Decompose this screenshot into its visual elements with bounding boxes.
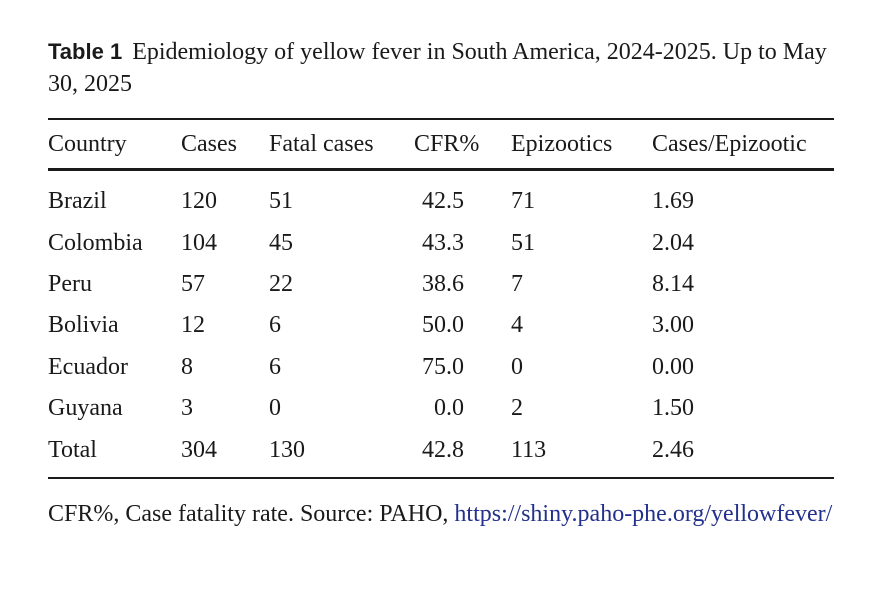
epidemiology-table: Country Cases Fatal cases CFR% Epizootic… (48, 120, 834, 168)
cell-cfr: 0.0 (434, 395, 464, 422)
column-header-country: Country (48, 130, 127, 157)
cell-cases-per-epizootic: 0.00 (652, 353, 694, 380)
cell-epizootics: 7 (511, 270, 523, 297)
column-header-fatal-cases: Fatal cases (269, 130, 374, 157)
table-label: Table 1 (48, 39, 123, 64)
bottom-rule (48, 476, 834, 479)
cell-cfr: 43.3 (422, 229, 464, 256)
cell-cases: 8 (181, 353, 193, 380)
cell-cases-per-epizootic: 2.46 (652, 436, 694, 463)
cell-country: Bolivia (48, 312, 119, 339)
table-row: Guyana 3 0 0.0 2 1.50 (48, 388, 834, 429)
cell-epizootics: 0 (511, 353, 523, 380)
column-header-cfr: CFR% (414, 130, 480, 157)
footnote-text: CFR%, Case fatality rate. Source: PAHO, (48, 500, 455, 527)
column-header-cases: Cases (181, 130, 237, 157)
cell-fatal-cases: 22 (269, 270, 293, 297)
table-row-total: Total 304 130 42.8 113 2.46 (48, 429, 834, 470)
table-row: Colombia 104 45 43.3 51 2.04 (48, 222, 834, 263)
cell-country: Colombia (48, 229, 143, 256)
cell-cfr: 75.0 (422, 353, 464, 380)
cell-cases: 57 (181, 270, 205, 297)
cell-cases-per-epizootic: 3.00 (652, 312, 694, 339)
table-caption-text: Epidemiology of yellow fever in South Am… (48, 39, 827, 97)
table-row: Brazil 120 51 42.5 71 1.69 (48, 181, 834, 222)
cell-fatal-cases: 51 (269, 188, 293, 215)
cell-cfr: 42.8 (422, 436, 464, 463)
cell-country: Guyana (48, 395, 123, 422)
cell-cases-per-epizootic: 2.04 (652, 229, 694, 256)
cell-cfr: 50.0 (422, 312, 464, 339)
table-row: Peru 57 22 38.6 7 8.14 (48, 264, 834, 305)
cell-country: Ecuador (48, 353, 128, 380)
cell-epizootics: 113 (511, 436, 547, 463)
top-rule (48, 118, 834, 120)
cell-cases-per-epizootic: 1.69 (652, 188, 694, 215)
cell-country: Peru (48, 270, 92, 297)
cell-epizootics: 4 (511, 312, 523, 339)
cell-cases: 104 (181, 229, 217, 256)
cell-epizootics: 2 (511, 395, 523, 422)
table-caption: Table 1 Epidemiology of yellow fever in S… (48, 36, 834, 100)
cell-cases-per-epizootic: 8.14 (652, 270, 694, 297)
table-header-row: Country Cases Fatal cases CFR% Epizootic… (48, 120, 834, 168)
cell-fatal-cases: 130 (269, 436, 305, 463)
source-link[interactable]: https://shiny.paho-phe.org/yellowfever/ (454, 500, 833, 527)
cell-country: Brazil (48, 188, 107, 215)
table-row: Ecuador 8 6 75.0 0 0.00 (48, 347, 834, 388)
cell-epizootics: 71 (511, 188, 535, 215)
cell-cases-per-epizootic: 1.50 (652, 395, 694, 422)
column-header-cases-per-epizootic: Cases/Epizootic (652, 130, 807, 157)
table-row: Bolivia 12 6 50.0 4 3.00 (48, 305, 834, 346)
cell-cases: 3 (181, 395, 193, 422)
cell-country: Total (48, 436, 97, 463)
cell-cfr: 38.6 (422, 270, 464, 297)
cell-fatal-cases: 0 (269, 395, 281, 422)
cell-fatal-cases: 6 (269, 353, 281, 380)
cell-cfr: 42.5 (422, 188, 464, 215)
cell-cases: 12 (181, 312, 205, 339)
header-rule (48, 168, 834, 171)
cell-fatal-cases: 45 (269, 229, 293, 256)
table-footnote: CFR%, Case fatality rate. Source: PAHO, … (48, 497, 834, 531)
table-container: Table 1 Epidemiology of yellow fever in S… (48, 36, 834, 531)
column-header-epizootics: Epizootics (511, 130, 613, 157)
cell-cases: 304 (181, 436, 217, 463)
cell-cases: 120 (181, 188, 217, 215)
epidemiology-table-body: Brazil 120 51 42.5 71 1.69 Colombia 104 … (48, 181, 834, 471)
cell-fatal-cases: 6 (269, 312, 281, 339)
cell-epizootics: 51 (511, 229, 535, 256)
